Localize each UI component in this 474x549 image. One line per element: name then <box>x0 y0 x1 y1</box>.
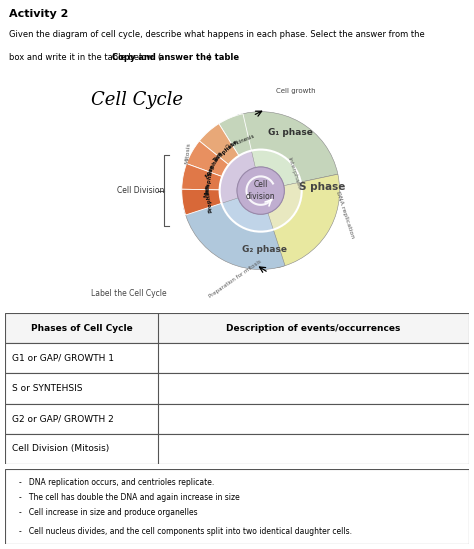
Text: S phase: S phase <box>299 182 346 192</box>
Text: Copy and answer the table: Copy and answer the table <box>112 53 239 61</box>
Wedge shape <box>182 164 222 190</box>
Text: -   Cell increase in size and produce organelles: - Cell increase in size and produce orga… <box>18 508 197 517</box>
Text: Cell Division: Cell Division <box>117 186 164 195</box>
Wedge shape <box>221 196 273 232</box>
Text: ): ) <box>208 53 210 61</box>
Wedge shape <box>248 149 301 186</box>
Text: division: division <box>246 192 275 200</box>
Text: Interphase: Interphase <box>286 156 301 190</box>
Text: -   DNA replication occurs, and centrioles replicate.: - DNA replication occurs, and centrioles… <box>18 478 214 487</box>
Text: box and write it in the table below. (: box and write it in the table below. ( <box>9 53 162 61</box>
Wedge shape <box>184 200 285 270</box>
Text: Cytokinesis: Cytokinesis <box>225 133 256 150</box>
Text: Cell Division (Mitosis): Cell Division (Mitosis) <box>12 444 109 453</box>
Text: Metaphase: Metaphase <box>203 164 214 198</box>
Text: Given the diagram of cell cycle, describe what happens in each phase. Select the: Given the diagram of cell cycle, describ… <box>9 30 425 38</box>
Text: Prophase: Prophase <box>204 183 213 213</box>
Wedge shape <box>219 114 251 156</box>
Text: Cell: Cell <box>254 180 268 189</box>
Text: G₂ phase: G₂ phase <box>242 245 287 254</box>
Text: Cell Cycle: Cell Cycle <box>91 91 183 109</box>
Text: Preparation for mitosis: Preparation for mitosis <box>208 259 263 299</box>
Wedge shape <box>186 141 229 177</box>
Text: Telophase: Telophase <box>212 139 239 163</box>
Bar <box>5 434 469 464</box>
Text: DNA replication: DNA replication <box>335 190 355 238</box>
Bar <box>5 373 469 404</box>
Text: Cell growth: Cell growth <box>276 88 316 94</box>
Text: Activity 2: Activity 2 <box>9 8 69 19</box>
Text: Label the Cell Cycle: Label the Cell Cycle <box>91 289 167 298</box>
Wedge shape <box>236 111 338 182</box>
Text: Mitosis: Mitosis <box>185 142 191 164</box>
Text: S or SYNTEHSIS: S or SYNTEHSIS <box>12 384 82 393</box>
Text: Phases of Cell Cycle: Phases of Cell Cycle <box>30 323 132 333</box>
Wedge shape <box>200 124 239 165</box>
Bar <box>5 404 469 434</box>
Text: Description of events/occurrences: Description of events/occurrences <box>227 323 401 333</box>
Bar <box>5 343 469 373</box>
Wedge shape <box>269 174 339 268</box>
Text: -   Cell nucleus divides, and the cell components split into two identical daugh: - Cell nucleus divides, and the cell com… <box>18 527 352 536</box>
Text: G2 or GAP/ GROWTH 2: G2 or GAP/ GROWTH 2 <box>12 414 113 423</box>
Wedge shape <box>219 150 255 203</box>
Text: G1 or GAP/ GROWTH 1: G1 or GAP/ GROWTH 1 <box>12 354 114 363</box>
Text: G₁ phase: G₁ phase <box>268 128 313 137</box>
Bar <box>5 313 469 343</box>
Wedge shape <box>182 189 222 215</box>
Wedge shape <box>265 182 302 231</box>
Text: Anaphase: Anaphase <box>205 150 224 179</box>
Circle shape <box>237 167 284 214</box>
Text: -   The cell has double the DNA and again increase in size: - The cell has double the DNA and again … <box>18 493 239 502</box>
